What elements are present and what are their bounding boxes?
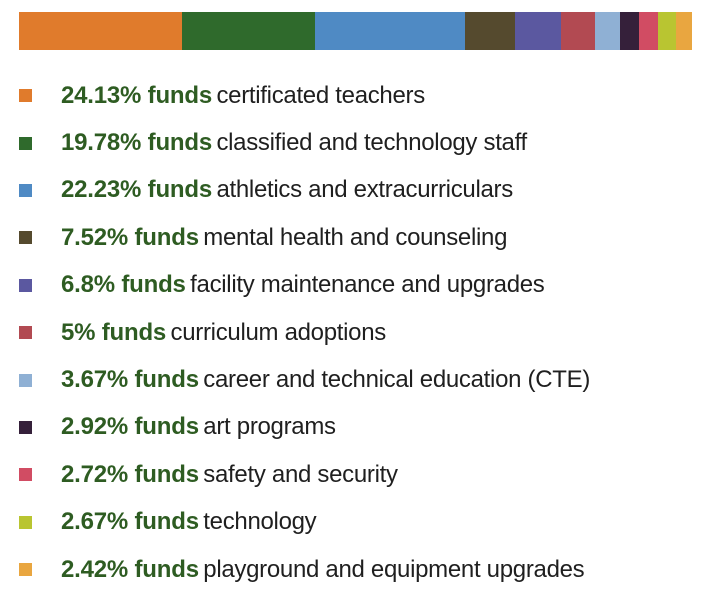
legend-item: 19.78% funds classified and technology s…: [19, 119, 709, 166]
legend-swatch: [19, 563, 32, 577]
legend-swatch: [19, 468, 32, 482]
legend-item: 3.67% funds career and technical educati…: [19, 356, 709, 403]
bar-segment: [657, 12, 676, 50]
legend-value: 7.52% funds: [61, 223, 199, 251]
legend-item: 2.42% funds playground and equipment upg…: [19, 546, 709, 593]
legend-value: 2.92% funds: [61, 413, 199, 441]
legend-value: 6.8% funds: [61, 271, 186, 299]
legend-swatch: [19, 183, 32, 197]
legend-item: 2.67% funds technology: [19, 499, 709, 546]
bar-segment: [515, 12, 562, 50]
bar-segment: [619, 12, 640, 50]
legend-value: 2.42% funds: [61, 555, 199, 583]
legend-value: 2.72% funds: [61, 460, 199, 488]
legend-label: curriculum adoptions: [170, 318, 387, 346]
legend-label: safety and security: [203, 460, 398, 488]
legend: 24.13% funds certificated teachers 19.78%…: [19, 72, 709, 593]
bar-segment: [181, 12, 315, 50]
legend-label: playground and equipment upgrades: [203, 555, 585, 583]
bar-segment: [594, 12, 620, 50]
legend-swatch: [19, 515, 32, 529]
legend-label: classified and technology staff: [216, 129, 527, 157]
legend-item: 22.23% funds athletics and extracurricul…: [19, 167, 709, 214]
legend-swatch: [19, 420, 32, 434]
legend-label: technology: [203, 508, 317, 536]
legend-swatch: [19, 89, 32, 103]
legend-item: 24.13% funds certificated teachers: [19, 72, 709, 119]
legend-swatch: [19, 231, 32, 245]
legend-label: facility maintenance and upgrades: [190, 271, 545, 299]
legend-item: 2.72% funds safety and security: [19, 451, 709, 498]
legend-swatch: [19, 278, 32, 292]
bar-segment: [675, 12, 692, 50]
legend-swatch: [19, 136, 32, 150]
legend-value: 22.23% funds: [61, 176, 212, 204]
legend-item: 6.8% funds facility maintenance and upgr…: [19, 262, 709, 309]
legend-item: 7.52% funds mental health and counseling: [19, 214, 709, 261]
legend-value: 19.78% funds: [61, 129, 212, 157]
bar-segment: [464, 12, 516, 50]
legend-label: art programs: [203, 413, 336, 441]
legend-swatch: [19, 373, 32, 387]
legend-value: 3.67% funds: [61, 366, 199, 394]
legend-item: 2.92% funds art programs: [19, 404, 709, 451]
legend-label: career and technical education (CTE): [203, 366, 591, 394]
legend-value: 2.67% funds: [61, 508, 199, 536]
stacked-bar: [19, 12, 692, 50]
bar-segment: [639, 12, 658, 50]
bar-segment: [19, 12, 182, 50]
legend-label: mental health and counseling: [203, 223, 508, 251]
legend-label: athletics and extracurriculars: [216, 176, 513, 204]
legend-swatch: [19, 326, 32, 340]
legend-value: 5% funds: [61, 318, 167, 346]
bar-segment: [314, 12, 465, 50]
bar-segment: [561, 12, 595, 50]
legend-value: 24.13% funds: [61, 81, 212, 109]
legend-label: certificated teachers: [216, 81, 425, 109]
legend-item: 5% funds curriculum adoptions: [19, 309, 709, 356]
